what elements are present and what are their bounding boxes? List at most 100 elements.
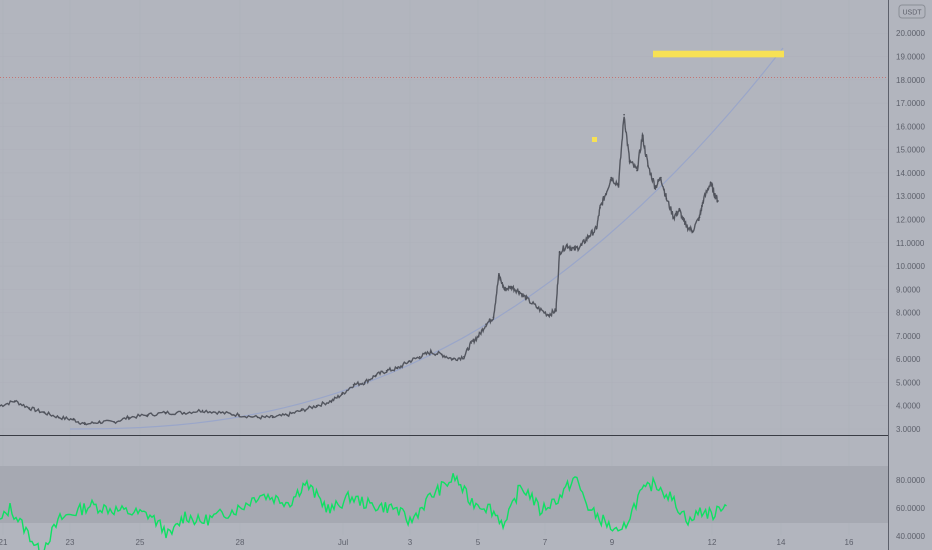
price-point xyxy=(588,235,590,237)
price-point xyxy=(547,314,550,316)
price-tick-label: 19.0000 xyxy=(896,53,925,62)
price-point xyxy=(498,274,500,277)
price-tick-label: 17.0000 xyxy=(896,99,925,108)
oscillator-series xyxy=(0,473,727,550)
price-point xyxy=(623,113,625,116)
price-point xyxy=(477,335,480,337)
price-point xyxy=(485,323,487,326)
time-tick-label: 16 xyxy=(845,538,854,547)
oscillator-tick-label: 40.0000 xyxy=(896,532,925,541)
price-point xyxy=(418,356,421,358)
price-point xyxy=(673,216,675,218)
oscillator-layer xyxy=(0,473,727,550)
oscillator-tick-label: 80.0000 xyxy=(896,476,925,485)
price-point xyxy=(503,288,506,291)
price-point xyxy=(28,407,31,409)
price-point xyxy=(665,197,668,200)
currency-badge-label: USDT xyxy=(902,10,922,17)
price-point xyxy=(441,353,443,356)
price-tick-label: 14.0000 xyxy=(896,169,925,178)
price-tick-label: 8.0000 xyxy=(896,309,921,318)
price-point xyxy=(525,297,528,300)
price-point xyxy=(72,418,75,421)
price-tick-label: 13.0000 xyxy=(896,192,925,201)
time-tick-label: 25 xyxy=(136,538,145,547)
price-point xyxy=(183,411,185,414)
resistance-band[interactable] xyxy=(653,50,784,58)
price-point xyxy=(558,251,561,253)
grid xyxy=(0,0,888,535)
price-point xyxy=(684,223,686,225)
price-point xyxy=(330,400,333,402)
price-point xyxy=(654,186,657,188)
price-point xyxy=(0,404,1,407)
price-point xyxy=(691,230,693,232)
price-point xyxy=(201,409,204,412)
price-point xyxy=(555,309,557,312)
price-point xyxy=(660,176,662,179)
price-tick-label: 12.0000 xyxy=(896,215,925,224)
time-tick-label: 28 xyxy=(236,538,245,547)
price-tick-label: 9.0000 xyxy=(896,285,921,294)
price-tick-label: 5.0000 xyxy=(896,378,921,387)
price-tick-label: 3.0000 xyxy=(896,425,921,434)
currency-badge[interactable] xyxy=(898,4,926,19)
time-tick-label: 3 xyxy=(408,538,413,547)
price-point xyxy=(566,244,568,246)
price-point xyxy=(709,181,712,183)
oscillator-tick-label: 60.0000 xyxy=(896,504,925,513)
price-tick-label: 11.0000 xyxy=(896,239,925,248)
time-tick-label: 7 xyxy=(543,538,548,547)
price-point xyxy=(113,421,115,423)
price-point xyxy=(396,367,399,370)
price-tick-label: 4.0000 xyxy=(896,402,921,411)
price-point xyxy=(470,342,473,344)
axis-layer: 3.0000 4.0000 5.0000 6.0000 7.0000 8.0000 9.00… xyxy=(0,29,925,547)
curve-layer xyxy=(69,47,784,430)
price-tick-label: 15.0000 xyxy=(896,146,925,155)
price-layer xyxy=(0,113,719,426)
price-point xyxy=(58,416,60,419)
price-point xyxy=(518,290,520,293)
time-tick-label: 14 xyxy=(777,538,786,547)
time-tick-label: 9 xyxy=(610,538,615,547)
yellow-marker xyxy=(592,137,597,142)
price-point xyxy=(580,244,583,246)
price-tick-label: 7.0000 xyxy=(896,332,921,341)
price-point xyxy=(83,423,86,426)
time-tick-label: 23 xyxy=(66,538,75,547)
price-point xyxy=(315,404,318,407)
price-point xyxy=(430,351,432,354)
price-point xyxy=(717,200,719,202)
price-point xyxy=(511,286,513,288)
price-point xyxy=(374,374,377,377)
price-point xyxy=(636,169,638,172)
time-tick-label: 21 xyxy=(0,538,8,547)
price-point xyxy=(220,411,222,414)
price-tick-label: 10.0000 xyxy=(896,262,925,271)
price-point xyxy=(146,414,149,416)
price-point xyxy=(407,360,410,363)
price-point xyxy=(385,370,388,372)
overlay-layer xyxy=(0,50,888,142)
oscillator-band xyxy=(0,466,888,523)
price-point xyxy=(341,393,344,395)
price-point xyxy=(452,358,454,361)
price-point xyxy=(678,209,681,211)
price-tick-label: 18.0000 xyxy=(896,76,925,85)
price-point xyxy=(271,416,274,419)
time-tick-label: Jul xyxy=(338,538,348,547)
price-point xyxy=(698,216,701,218)
time-tick-label: 12 xyxy=(708,538,717,547)
price-point xyxy=(492,316,495,319)
price-point xyxy=(352,384,355,386)
time-tick-label: 5 xyxy=(476,538,481,547)
price-point xyxy=(713,193,716,195)
price-point xyxy=(702,200,704,202)
price-tick-label: 6.0000 xyxy=(896,355,921,364)
price-point xyxy=(573,248,576,251)
price-point xyxy=(647,165,649,167)
